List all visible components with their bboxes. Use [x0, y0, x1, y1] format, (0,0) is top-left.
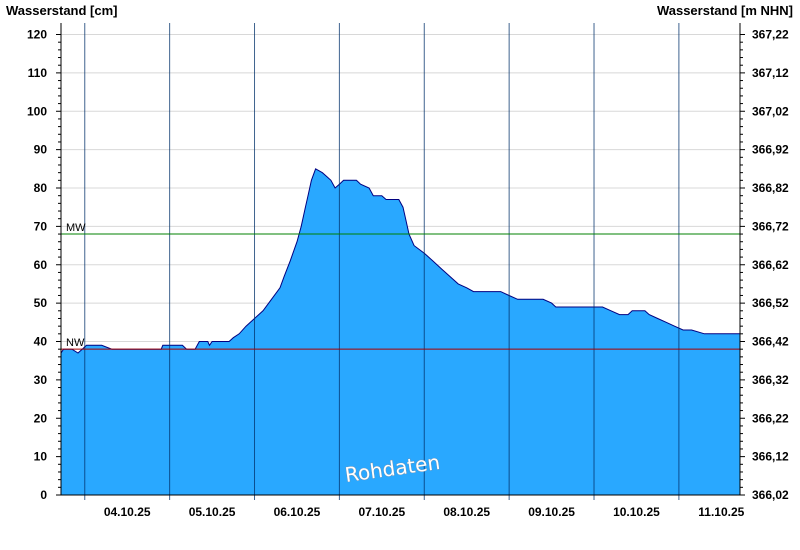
left-tick-label: 40: [34, 335, 48, 349]
right-tick-label: 366,52: [752, 296, 789, 310]
right-axis-title: Wasserstand [m NHN]: [657, 3, 793, 18]
left-tick-label: 0: [40, 488, 47, 502]
reference-lines: MW NW: [61, 222, 740, 350]
left-tick-label: 120: [27, 28, 47, 42]
left-tick-label: 60: [34, 258, 48, 272]
x-tick-label: 08.10.25: [443, 505, 490, 519]
right-tick-label: 366,22: [752, 411, 789, 425]
left-tick-label: 90: [34, 143, 48, 157]
right-tick-label: 366,82: [752, 181, 789, 195]
left-tick-label: 20: [34, 411, 48, 425]
x-tick-label: 09.10.25: [528, 505, 575, 519]
left-tick-label: 10: [34, 450, 48, 464]
x-tick-label: 05.10.25: [189, 505, 236, 519]
x-tick-label: 10.10.25: [613, 505, 660, 519]
left-tick-label: 50: [34, 296, 48, 310]
left-tick-label: 80: [34, 181, 48, 195]
left-tick-label: 110: [28, 66, 48, 80]
left-tick-label: 100: [27, 104, 47, 118]
right-tick-label: 366,72: [752, 219, 789, 233]
day-separators: [84, 23, 680, 500]
water-level-line: [60, 168, 740, 354]
right-tick-label: 366,12: [752, 450, 789, 464]
left-tick-label: 30: [34, 373, 48, 387]
left-axis-title: Wasserstand [cm]: [6, 3, 118, 18]
x-tick-label: 04.10.25: [104, 505, 151, 519]
axes: 04.10.25 05.10.25 06.10.25 07.10.25 08.10.25…: [27, 23, 789, 519]
right-tick-label: 367,22: [752, 28, 789, 42]
ref-label-mw: MW: [66, 222, 86, 234]
right-tick-label: 366,02: [752, 488, 789, 502]
data-area: [60, 168, 740, 496]
left-tick-label: 70: [34, 219, 48, 233]
right-tick-label: 366,92: [752, 143, 789, 157]
right-tick-label: 367,02: [752, 104, 789, 118]
x-tick-label: 11.10.25: [698, 505, 744, 519]
right-tick-label: 366,62: [752, 258, 789, 272]
x-tick-label: 06.10.25: [274, 505, 321, 519]
ref-label-nw: NW: [66, 337, 85, 349]
x-tick-label: 07.10.25: [358, 505, 405, 519]
water-level-area: [61, 168, 740, 496]
right-tick-label: 366,32: [752, 373, 789, 387]
right-tick-label: 366,42: [752, 335, 789, 349]
right-tick-label: 367,12: [752, 66, 789, 80]
